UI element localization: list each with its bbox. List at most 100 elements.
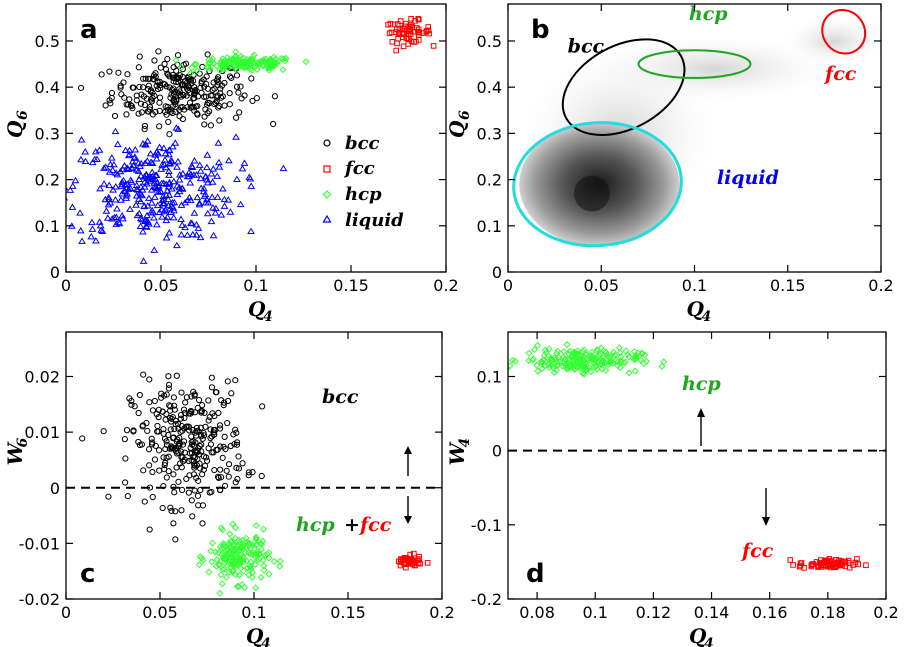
point-circle xyxy=(214,473,222,480)
point-diamond xyxy=(193,67,201,75)
point-diamond xyxy=(177,63,185,71)
point-diamond xyxy=(208,558,216,566)
point-triangle xyxy=(58,201,64,206)
point-triangle xyxy=(111,127,120,135)
point-triangle xyxy=(148,159,157,166)
point-diamond xyxy=(218,544,226,552)
point-circle xyxy=(204,51,211,58)
point-circle xyxy=(238,95,245,102)
point-triangle xyxy=(178,184,187,191)
point-triangle xyxy=(125,288,131,293)
point-circle xyxy=(179,115,186,123)
point-diamond xyxy=(588,354,596,362)
point-circle xyxy=(193,462,200,469)
point-circle xyxy=(135,110,142,117)
point-circle xyxy=(143,95,150,102)
point-circle xyxy=(233,72,241,79)
point-diamond xyxy=(249,568,257,576)
point-circle xyxy=(157,64,164,71)
y-axis-label: W xyxy=(445,441,469,466)
point-triangle xyxy=(155,208,164,215)
point-circle xyxy=(233,441,241,448)
point-triangle xyxy=(119,176,128,184)
point-diamond xyxy=(276,557,284,565)
y-tick-label: -0.02 xyxy=(19,590,60,609)
point-triangle xyxy=(137,159,146,167)
point-diamond xyxy=(603,352,611,360)
point-diamond xyxy=(215,561,223,569)
point-square xyxy=(399,25,406,32)
point-diamond xyxy=(250,51,258,59)
point-diamond xyxy=(241,584,249,592)
point-triangle xyxy=(77,136,86,143)
point-circle xyxy=(245,469,252,476)
point-diamond xyxy=(490,350,496,356)
point-triangle xyxy=(105,181,114,189)
point-circle xyxy=(232,479,239,486)
point-circle xyxy=(201,93,208,100)
point-circle xyxy=(253,95,260,102)
point-triangle xyxy=(68,203,77,210)
point-square xyxy=(813,559,820,565)
y-tick-label: 0 xyxy=(492,442,502,461)
point-circle xyxy=(156,94,164,101)
point-circle xyxy=(183,475,190,483)
point-triangle xyxy=(143,137,152,144)
point-circle xyxy=(111,112,119,120)
y-tick-label: 0.1 xyxy=(35,217,60,236)
point-diamond xyxy=(542,349,550,357)
point-circle xyxy=(194,492,202,499)
point-circle xyxy=(198,409,205,416)
point-triangle xyxy=(142,223,151,230)
point-triangle xyxy=(161,156,169,163)
point-diamond xyxy=(553,366,561,374)
point-circle xyxy=(179,441,186,448)
point-circle xyxy=(185,410,192,417)
point-circle xyxy=(165,385,172,392)
point-diamond xyxy=(195,561,203,569)
point-diamond xyxy=(229,520,237,528)
point-triangle xyxy=(162,216,171,224)
panel-b-density xyxy=(508,13,881,247)
point-circle xyxy=(218,397,225,404)
legend-liquid-marker xyxy=(322,214,332,223)
point-diamond xyxy=(236,557,244,565)
point-diamond xyxy=(207,547,215,555)
point-circle xyxy=(165,118,172,126)
point-circle xyxy=(117,84,124,91)
point-diamond xyxy=(231,524,239,532)
point-circle xyxy=(166,131,173,138)
panel-d-axes: 0.08 0.1 0.12 0.14 0.16 0.18 0.2-0.2-0.100.1Q4… xyxy=(445,332,899,647)
point-triangle xyxy=(247,182,256,189)
point-triangle xyxy=(143,202,152,209)
point-circle xyxy=(170,471,177,478)
point-circle xyxy=(215,474,222,482)
point-triangle xyxy=(126,184,135,192)
point-circle xyxy=(199,520,206,527)
point-circle xyxy=(154,422,161,430)
point-triangle xyxy=(165,171,173,178)
point-circle xyxy=(164,70,171,77)
legend-bcc-label: bcc xyxy=(345,133,380,154)
point-circle xyxy=(172,536,179,543)
point-triangle xyxy=(213,193,222,200)
point-triangle xyxy=(146,149,155,157)
point-triangle xyxy=(247,227,255,235)
y-axis-label-subscript: 6 xyxy=(457,110,473,120)
point-circle xyxy=(215,79,222,86)
point-diamond xyxy=(232,64,240,72)
point-circle xyxy=(168,415,175,422)
point-diamond xyxy=(616,363,624,371)
point-circle xyxy=(143,419,150,427)
point-circle xyxy=(107,100,114,107)
point-diamond xyxy=(576,361,584,369)
point-diamond xyxy=(554,347,562,355)
point-triangle xyxy=(113,205,121,212)
point-diamond xyxy=(558,359,566,367)
point-diamond xyxy=(631,367,639,375)
point-triangle xyxy=(88,218,96,226)
point-square xyxy=(430,43,437,49)
x-tick-label: 0.15 xyxy=(333,276,369,295)
point-triangle xyxy=(108,215,117,222)
point-circle xyxy=(169,103,176,110)
